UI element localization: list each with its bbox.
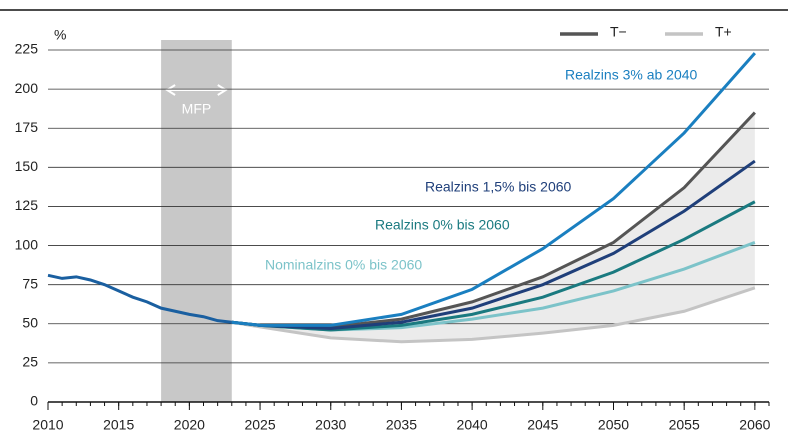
series-line: [231, 286, 756, 344]
y-tick-label: 200: [15, 80, 39, 96]
x-tick-label: 2050: [598, 417, 629, 433]
y-tick-label: 25: [22, 354, 38, 370]
arrow-head: [165, 84, 176, 96]
series-annotation: Realzins 3% ab 2040: [565, 67, 698, 83]
y-tick-label: 125: [15, 197, 39, 213]
series-annotation: Realzins 1,5% bis 2060: [425, 179, 572, 195]
x-tick-label: 2025: [244, 417, 275, 433]
series-annotation: Realzins 0% bis 2060: [375, 217, 510, 233]
arrow-head: [217, 84, 228, 96]
x-tick-label: 2015: [103, 417, 134, 433]
y-tick-label: 175: [15, 119, 39, 135]
y-tick-label: 0: [30, 393, 38, 409]
y-tick-label: 75: [22, 275, 38, 291]
x-tick-label: 2060: [739, 417, 770, 433]
x-tick-label: 2010: [32, 417, 63, 433]
history-line: [47, 273, 232, 324]
x-tick-label: 2040: [457, 417, 488, 433]
y-tick-label: 100: [15, 236, 39, 252]
x-tick-label: 2030: [315, 417, 346, 433]
y-tick-label: 150: [15, 158, 39, 174]
x-tick-label: 2035: [386, 417, 417, 433]
y-tick-label: 225: [15, 41, 39, 57]
shaded-period: [161, 40, 232, 402]
legend-label: T−: [610, 24, 627, 40]
x-tick-label: 2055: [669, 417, 700, 433]
series-line: [231, 52, 756, 327]
series-annotation: Nominalzins 0% bis 2060: [265, 257, 422, 273]
legend-label: T+: [715, 24, 732, 40]
x-tick-label: 2020: [174, 417, 205, 433]
y-axis-label: %: [54, 27, 66, 43]
y-tick-label: 50: [22, 314, 38, 330]
period-label: MFP: [182, 101, 212, 117]
x-tick-label: 2045: [527, 417, 558, 433]
